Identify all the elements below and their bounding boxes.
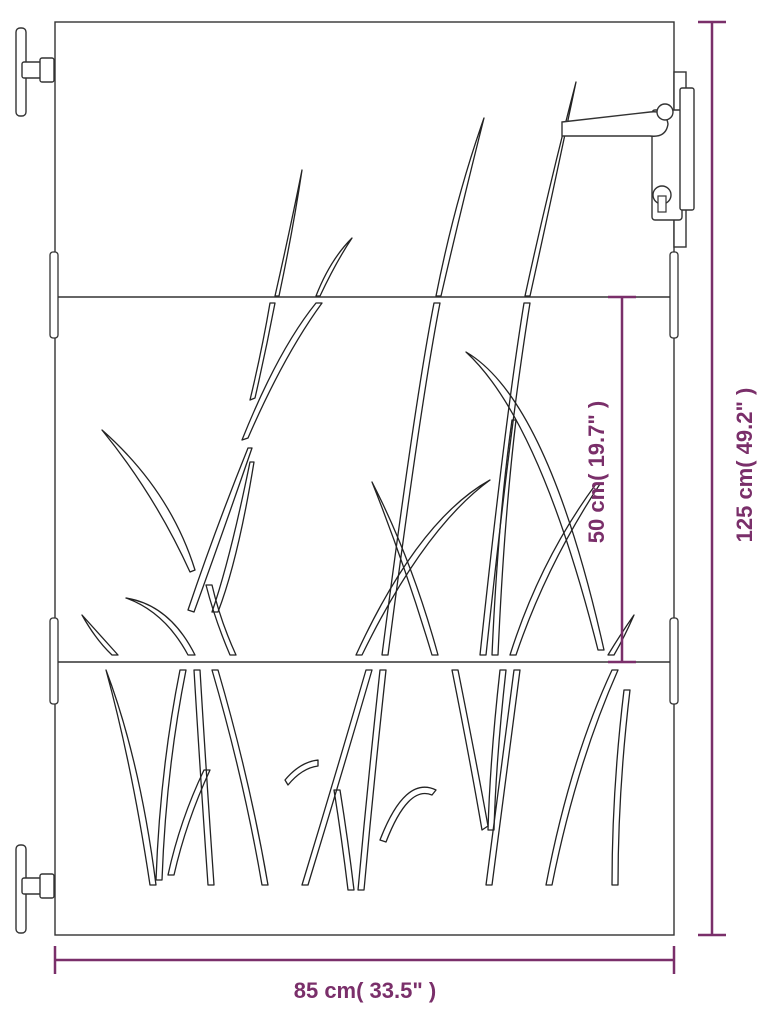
bracket-left-upper xyxy=(49,251,59,339)
keyhole-icon xyxy=(652,185,672,213)
bracket-left-lower xyxy=(49,617,59,705)
bracket-right-lower xyxy=(669,617,679,705)
grass-pattern xyxy=(81,81,635,891)
width-label: 85 cm( 33.5" ) xyxy=(294,978,437,1003)
gate-panel xyxy=(54,21,675,936)
bracket-right-upper xyxy=(669,251,679,339)
hinge-icon xyxy=(15,844,55,934)
width-dimension: 85 cm( 33.5" ) xyxy=(53,946,676,1003)
lock-assembly xyxy=(651,71,695,248)
door-handle-icon xyxy=(561,103,674,137)
height-dimension: 125 cm( 49.2" ) xyxy=(698,20,757,937)
section-height-label: 50 cm( 19.7" ) xyxy=(584,401,609,544)
height-label: 125 cm( 49.2" ) xyxy=(732,388,757,543)
section-height-dimension: 50 cm( 19.7" ) xyxy=(584,295,636,664)
hinge-icon xyxy=(15,27,55,117)
